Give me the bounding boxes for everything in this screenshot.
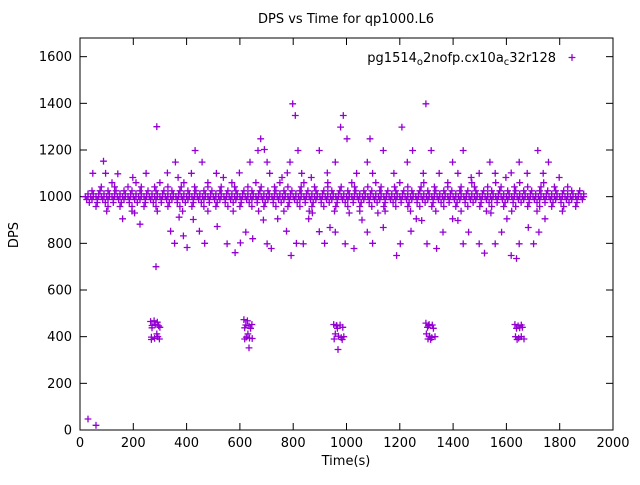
y-tick-label: 400 [47,330,72,345]
y-tick-label: 800 [47,237,72,252]
x-tick-label: 1400 [437,436,470,451]
legend-marker-icon [567,53,577,62]
x-tick-label: 1000 [330,436,363,451]
series-data-points [81,99,588,430]
x-axis-label: Time(s) [321,454,371,469]
legend: pg1514o2nofp.cx10ac32r128 [367,51,577,68]
x-tick-label: 600 [227,436,252,451]
x-tick-label: 400 [174,436,199,451]
x-tick-label: 1200 [383,436,416,451]
y-tick-label: 1000 [39,190,72,205]
x-tick-label: 800 [281,436,306,451]
y-axis-label: DPS [7,222,22,248]
y-tick-label: 0 [64,424,72,439]
y-tick-label: 1600 [39,50,72,65]
y-tick-label: 600 [47,284,72,299]
chart-title: DPS vs Time for qp1000.L6 [258,12,434,27]
legend-label: pg1514o2nofp.cx10ac32r128 [367,51,556,68]
x-tick-label: 1600 [490,436,523,451]
x-tick-label: 200 [121,436,146,451]
x-tick-label: 2000 [596,436,629,451]
y-tick-label: 1200 [39,144,72,159]
y-tick-label: 200 [47,377,72,392]
plot-border [79,37,614,431]
axis-ticks: 0 200 400 600 800 1000 1200 1400 1600 1800 2000 0 20… [39,38,630,451]
y-tick-label: 1400 [39,97,72,112]
x-tick-label: 1800 [543,436,576,451]
x-tick-label: 0 [76,436,84,451]
